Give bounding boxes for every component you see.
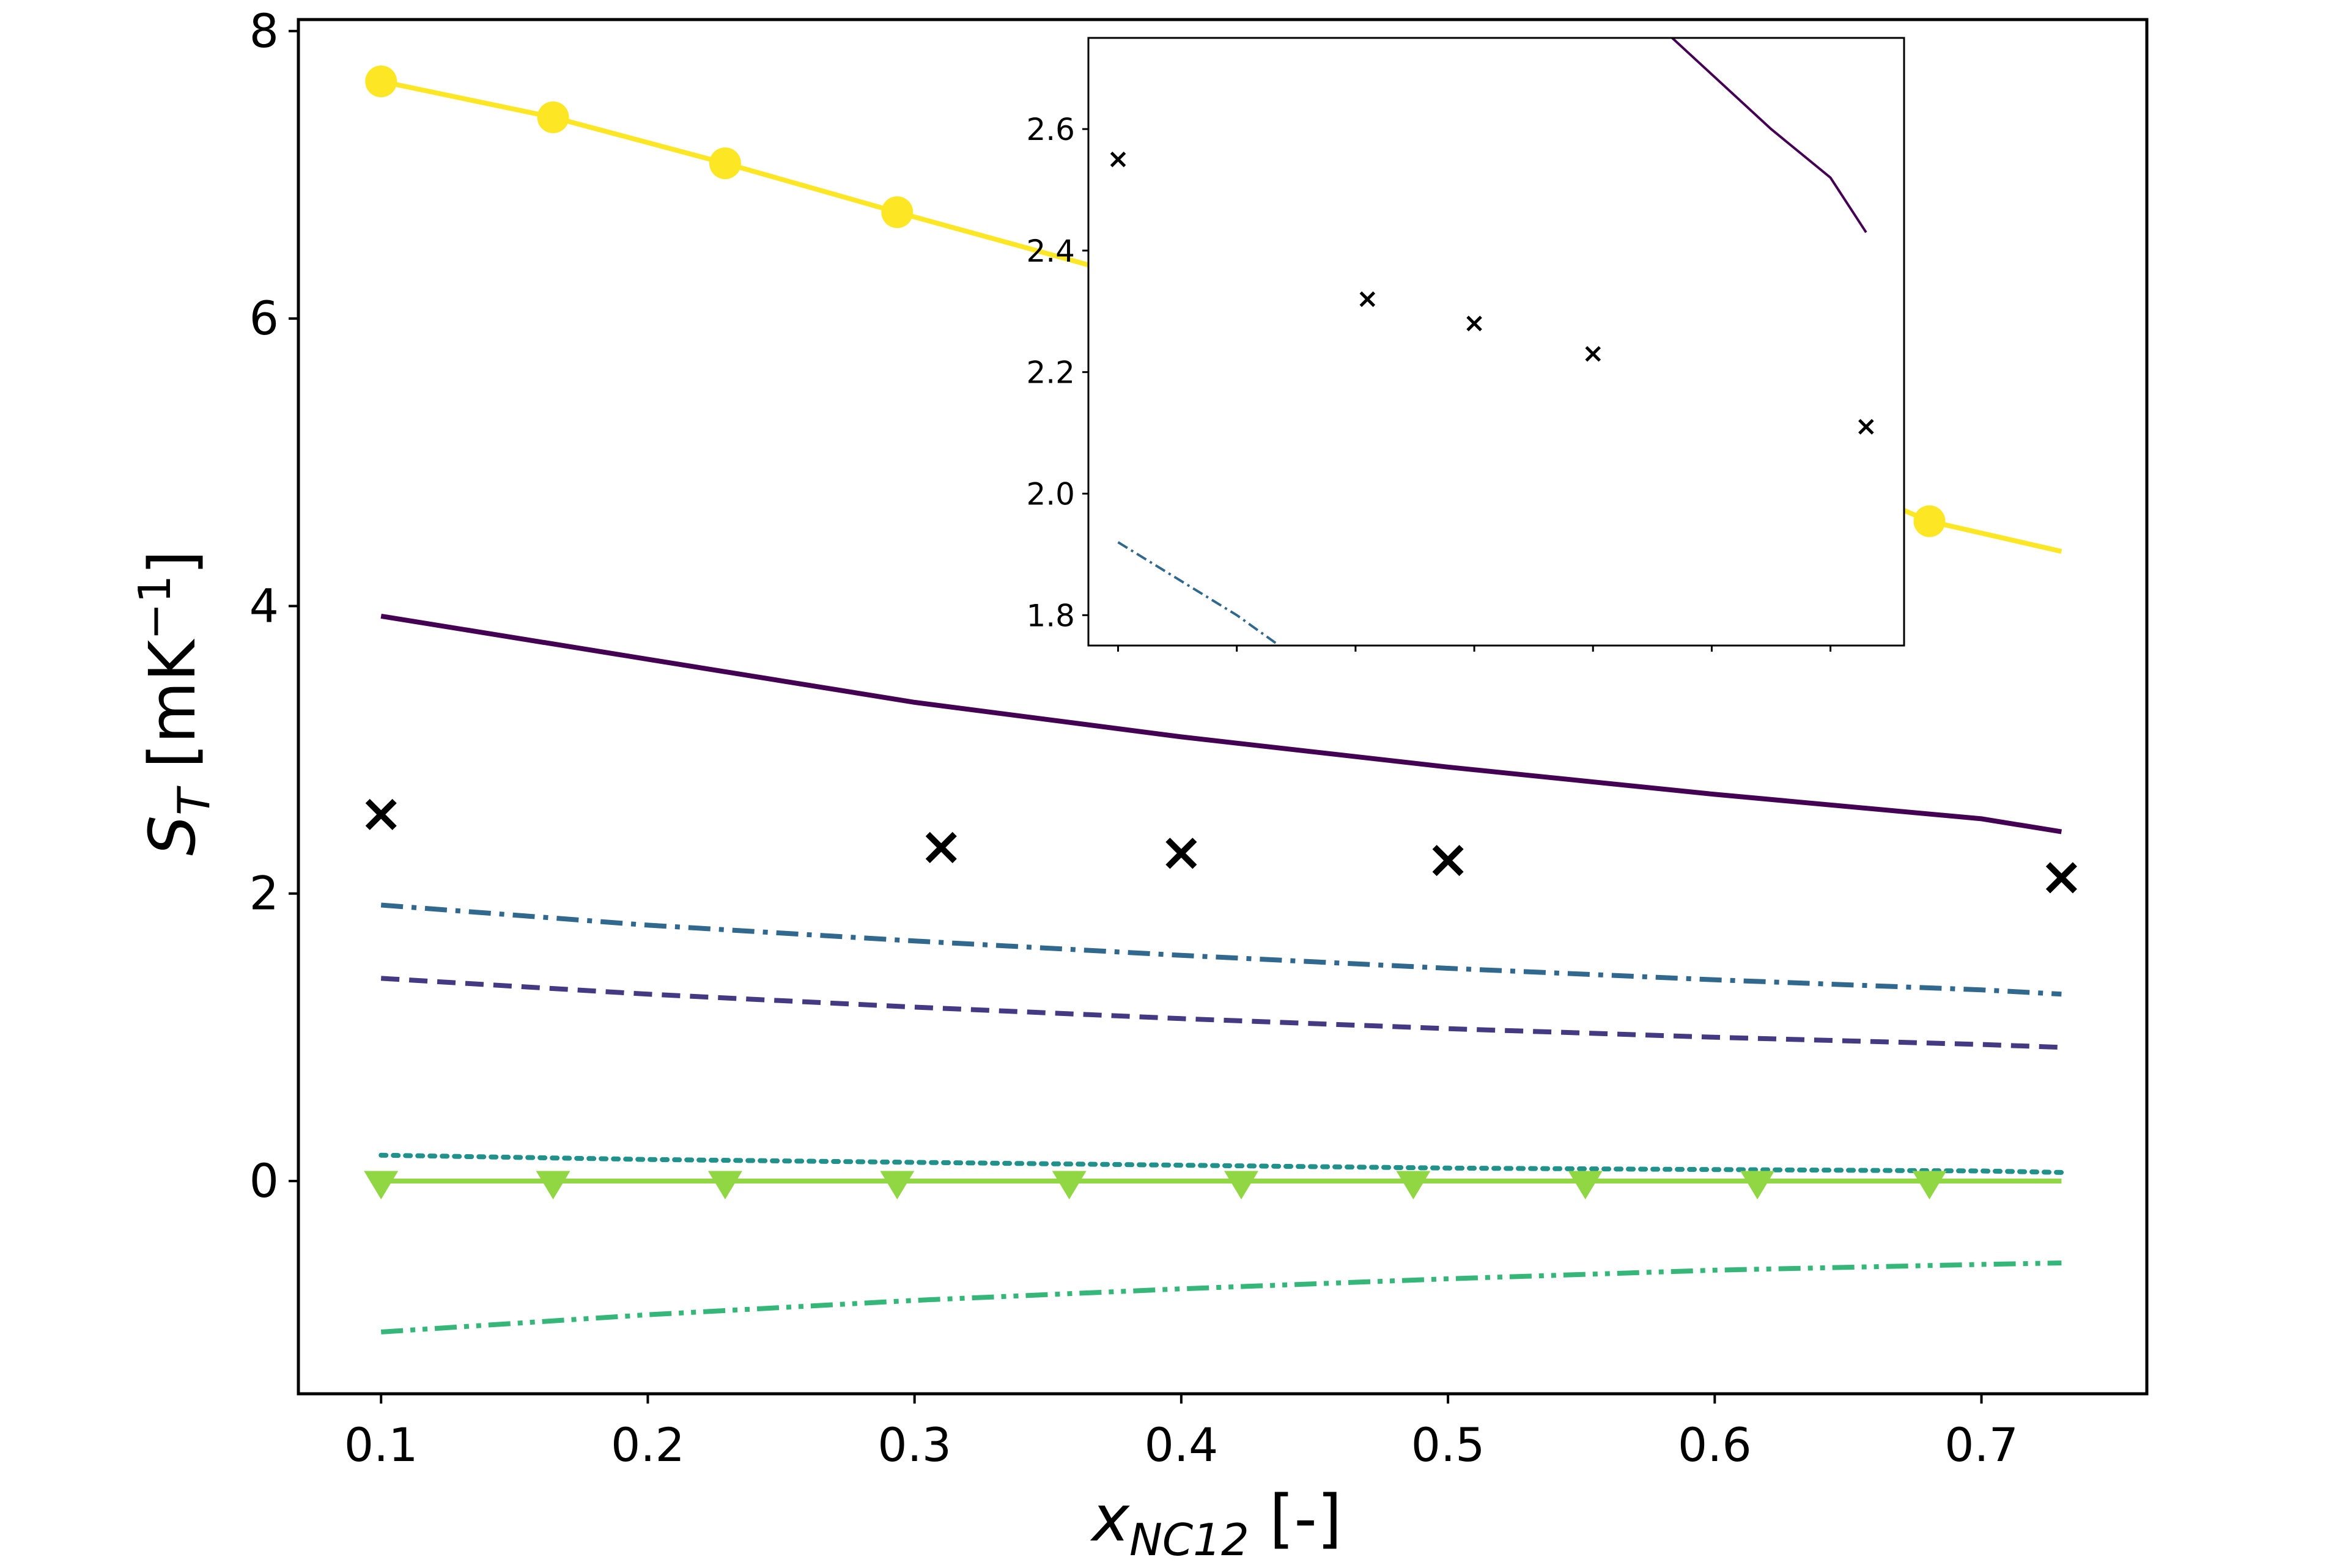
x-axis-label-main: x xyxy=(1090,1481,1130,1556)
series-line-blue-dashdot xyxy=(380,902,2062,997)
marker-yellow-circles xyxy=(1913,505,1946,537)
marker-experiment-crosses xyxy=(365,798,397,830)
y-tick-label: 0 xyxy=(249,1154,279,1208)
series-line-indigo-dashed xyxy=(380,976,2062,1050)
inset-axes-frame xyxy=(1087,37,1905,647)
marker-green-triangles xyxy=(536,1171,570,1199)
y-axis-label-close: ] xyxy=(135,550,210,575)
y-tick-label: 2.6 xyxy=(1026,112,1075,147)
y-tick-label: 1.8 xyxy=(1026,598,1075,633)
x-axis-label: xNC12 [-] xyxy=(1090,1481,1342,1566)
x-tick-label: 0.5 xyxy=(1411,1418,1485,1472)
x-tick-label: 0.4 xyxy=(1144,1418,1218,1472)
marker-yellow-circles xyxy=(365,65,397,98)
series-line-purple-solid xyxy=(380,613,2062,834)
marker-inset-crosses xyxy=(1858,419,1874,435)
x-tick-label: 0.2 xyxy=(611,1418,685,1472)
marker-green-triangles xyxy=(1740,1171,1775,1199)
main-y-ticks: 0 2 4 6 8 xyxy=(249,4,298,1208)
marker-green-triangles xyxy=(707,1171,742,1199)
x-tick-label: 0.1 xyxy=(344,1418,418,1472)
y-axis-label-subscript: T xyxy=(168,786,220,815)
y-tick-label: 6 xyxy=(249,291,279,345)
marker-yellow-circles xyxy=(881,196,914,229)
main-plot-area: 0.1 0.2 0.3 0.4 0.5 0.6 0.7 0 2 4 6 8 xyxy=(249,4,2149,1472)
y-axis-label-main: S xyxy=(135,815,210,856)
marker-yellow-circles xyxy=(709,147,741,180)
marker-green-triangles xyxy=(1568,1171,1603,1199)
marker-green-triangles xyxy=(1224,1171,1259,1199)
marker-experiment-crosses xyxy=(1432,845,1464,877)
y-tick-label: 8 xyxy=(249,4,279,58)
y-tick-label: 2.4 xyxy=(1026,234,1075,269)
marker-green-triangles xyxy=(1912,1171,1947,1199)
x-axis-label-subscript: NC12 xyxy=(1129,1514,1249,1566)
series-line-inset-purple xyxy=(1670,38,1867,234)
series-line-teal-dotted xyxy=(378,1152,2064,1175)
main-series-group xyxy=(364,65,2077,1334)
marker-yellow-circles xyxy=(537,101,569,133)
inset-y-ticks: 1.8 2.0 2.2 2.4 2.6 xyxy=(1026,112,1088,633)
inset-x-ticks xyxy=(1117,646,1832,652)
y-tick-label: 2 xyxy=(249,866,279,921)
y-axis-label-unit: [mK xyxy=(135,638,210,789)
main-axes-frame xyxy=(297,18,2149,1396)
marker-inset-crosses xyxy=(1466,315,1482,331)
x-axis-label-unit: [-] xyxy=(1249,1481,1342,1556)
series-line-inset-blue xyxy=(1117,541,1282,646)
inset-background xyxy=(1088,38,1904,646)
y-tick-label: 2.0 xyxy=(1026,477,1075,512)
inset-plot-area: 1.8 2.0 2.2 2.4 2.6 xyxy=(1026,37,1905,652)
marker-green-triangles xyxy=(1396,1171,1431,1199)
marker-green-triangles xyxy=(1052,1171,1087,1199)
y-axis-label-superscript: −1 xyxy=(129,575,180,640)
marker-inset-crosses xyxy=(1359,291,1376,307)
inset-series-group xyxy=(1110,38,1874,646)
x-tick-label: 0.7 xyxy=(1944,1418,2018,1472)
y-tick-label: 2.2 xyxy=(1026,355,1075,391)
y-tick-label: 4 xyxy=(249,578,279,633)
main-x-ticks: 0.1 0.2 0.3 0.4 0.5 0.6 0.7 xyxy=(344,1394,2018,1472)
marker-inset-crosses xyxy=(1585,346,1601,362)
series-line-green-dashdotdot xyxy=(380,1261,2062,1334)
marker-green-triangles xyxy=(880,1171,915,1199)
x-tick-label: 0.6 xyxy=(1678,1418,1752,1472)
x-tick-label: 0.3 xyxy=(877,1418,951,1472)
y-axis-label: ST [mK−1] xyxy=(129,550,220,856)
marker-experiment-crosses xyxy=(925,831,957,863)
marker-green-triangles xyxy=(364,1171,399,1199)
marker-experiment-crosses xyxy=(1165,837,1197,869)
marker-experiment-crosses xyxy=(2045,862,2077,894)
marker-inset-crosses xyxy=(1110,152,1126,167)
